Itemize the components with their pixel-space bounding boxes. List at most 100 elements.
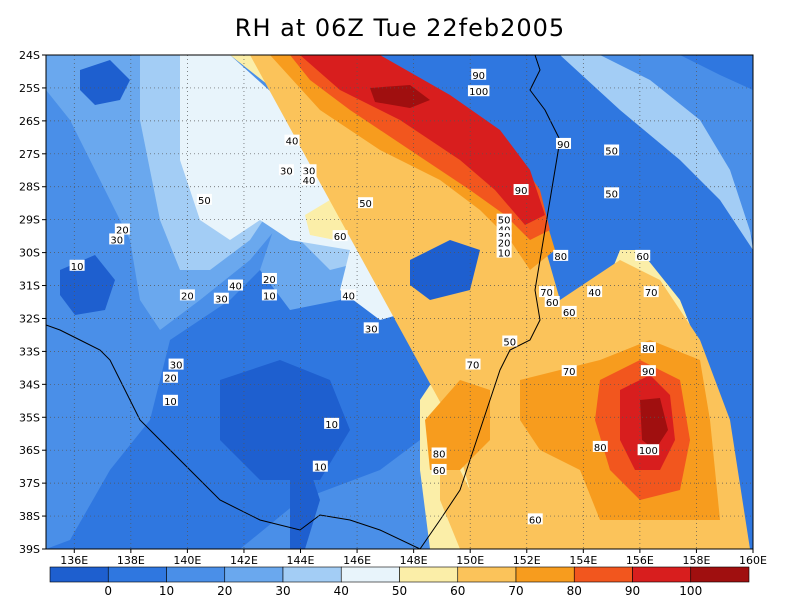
contour-label-bg [604,187,620,199]
coastline [46,55,561,549]
contour-label: 60 [334,232,347,243]
contour-label-bg [587,286,603,298]
x-tick-label: 138E [117,554,145,567]
contour-label-bg [640,342,656,354]
contour-label-bg [312,460,328,472]
contour-fill-0-mid [410,240,480,300]
contour-label-bg [261,272,277,284]
contour-label-bg [358,197,374,209]
contour-label: 50 [198,196,211,207]
colorbar-swatch [515,566,575,583]
map-title: RH at 06Z Tue 22feb2005 [234,14,566,42]
contour-label: 60 [563,308,576,319]
contour-label-bg [261,289,277,301]
contour-label-bg [592,440,608,452]
contour-label: 20 [116,226,129,237]
contour-label-bg [284,134,300,146]
colorbar-swatch [457,566,517,583]
y-tick-label: 33S [19,345,40,358]
y-axis: 24S 25S 26S 27S 28S 29S 30S 31S 32S 33S 34S 35S 36S 3… [19,49,46,556]
contour-label: 30 [280,166,293,177]
contour-label-bg [431,447,447,459]
contour-fill-0-north [80,60,130,105]
contour-labels: 9010090504030304050509050605040302010806… [69,68,660,526]
colorbar-swatch [224,566,284,583]
colorbar-label: 70 [508,584,523,598]
colorbar-label: 10 [159,584,174,598]
contour-label-bg [604,144,620,156]
contour-label-bg [465,358,481,370]
y-tick-label: 28S [19,181,40,194]
contour-label-bg [467,85,490,97]
contour-label-bg [496,213,512,225]
contour-label: 100 [639,446,658,457]
contour-label-bg [431,463,447,475]
y-tick-label: 34S [19,378,40,391]
x-tick-label: 144E [287,554,315,567]
colorbar-label: 20 [217,584,232,598]
contour-label-bg [227,279,243,291]
contour-fill-20-ne [600,55,753,240]
contour-label: 30 [215,295,228,306]
contour-label: 50 [605,189,618,200]
colorbar: 0 10 20 30 40 50 60 70 80 90 100 [49,566,750,598]
contour-label-bg [162,394,178,406]
x-tick-label: 136E [60,554,88,567]
y-tick-label: 32S [19,312,40,325]
contour-label: 90 [642,367,655,378]
y-tick-label: 29S [19,214,40,227]
contour-label: 40 [588,288,601,299]
contour-label: 90 [515,186,528,197]
contour-label-bg [324,417,340,429]
contour-label: 50 [498,216,511,227]
contour-label-bg [635,249,651,261]
contour-label: 60 [546,298,559,309]
y-tick-label: 38S [19,510,40,523]
contour-label-bg [213,292,229,304]
colorbar-swatch [399,566,459,583]
colorbar-swatch [340,566,400,583]
x-tick-label: 146E [343,554,371,567]
contour-label: 90 [557,140,570,151]
colorbar-label: 50 [392,584,407,598]
x-axis: 136E 138E 140E 142E 144E 146E 148E 150E 152E 154E… [60,549,767,567]
x-tick-label: 148E [400,554,428,567]
contour-label: 30 [303,166,316,177]
contour-label: 20 [181,291,194,302]
contour-label: 10 [263,291,276,302]
colorbar-swatch [690,566,750,583]
contour-label: 50 [359,199,372,210]
contour-label: 70 [563,367,576,378]
contour-label: 60 [433,466,446,477]
contour-label: 10 [325,420,338,431]
x-tick-label: 154E [569,554,597,567]
contour-label-bg [496,246,512,258]
contour-label-bg [471,68,487,80]
contour-label-bg [561,365,577,377]
contour-label: 20 [164,374,177,385]
contour-label-bg [162,371,178,383]
contour-label: 100 [469,87,488,98]
contour-label-bg [544,296,560,307]
x-tick-label: 158E [682,554,710,567]
x-tick-label: 140E [173,554,201,567]
colorbar-label: 60 [450,584,465,598]
y-tick-label: 36S [19,444,40,457]
map-frame [45,54,754,550]
contour-label-bg [513,184,529,196]
contour-label-bg [278,164,294,176]
x-tick-label: 142E [230,554,258,567]
x-tick-label: 152E [513,554,541,567]
contour-fill-90 [290,55,550,240]
contour-label-bg [637,444,660,456]
colorbar-label: 90 [625,584,640,598]
colorbar-swatch [282,566,342,583]
colorbar-swatch [166,566,226,583]
contour-label: 10 [71,262,84,273]
x-tick-label: 150E [456,554,484,567]
contour-label: 60 [529,515,542,526]
contour-label: 80 [554,252,567,263]
contour-label: 60 [636,252,649,263]
contour-label: 80 [642,344,655,355]
